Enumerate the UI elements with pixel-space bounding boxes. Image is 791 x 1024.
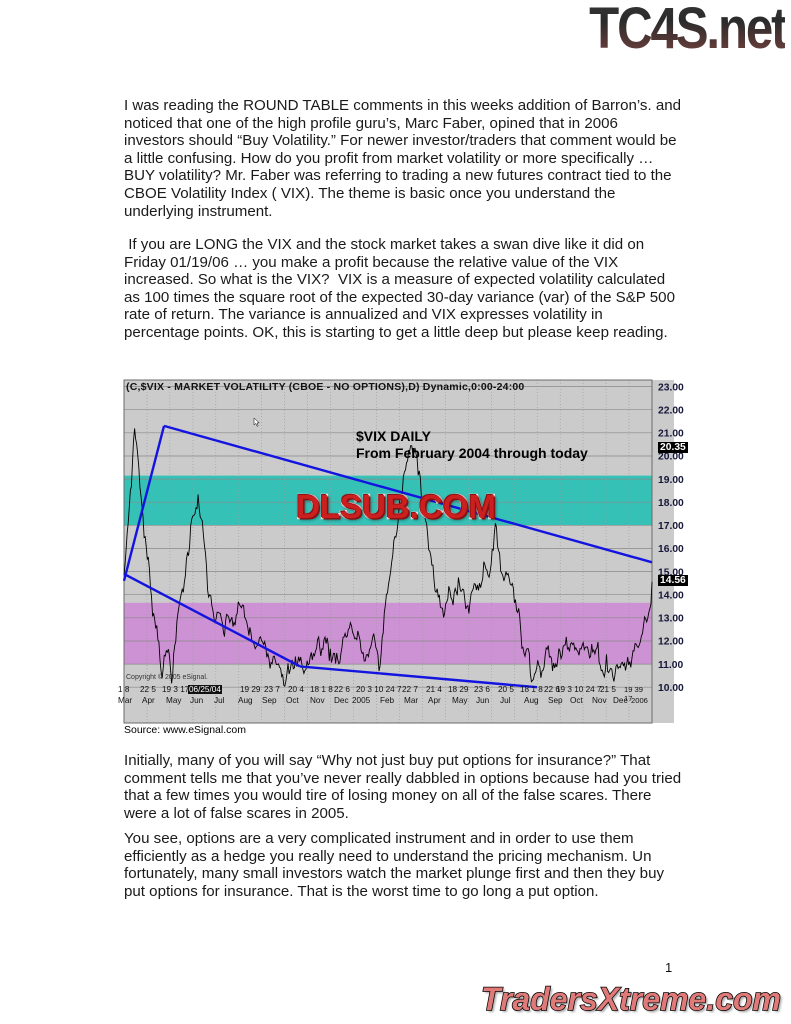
svg-text:14.00: 14.00 [658, 590, 684, 601]
svg-text:13.00: 13.00 [658, 614, 684, 625]
svg-text:16.00: 16.00 [658, 544, 684, 555]
svg-text:23.00: 23.00 [658, 382, 684, 393]
svg-text:22.00: 22.00 [658, 405, 684, 416]
svg-text:11.00: 11.00 [658, 660, 683, 671]
svg-text:20.00: 20.00 [658, 452, 684, 463]
svg-text:18.00: 18.00 [658, 498, 684, 509]
svg-text:12.00: 12.00 [658, 637, 684, 648]
svg-text:21.00: 21.00 [658, 429, 684, 440]
svg-text:19.00: 19.00 [658, 475, 684, 486]
svg-text:10.00: 10.00 [658, 683, 684, 694]
svg-text:17.00: 17.00 [658, 521, 684, 532]
